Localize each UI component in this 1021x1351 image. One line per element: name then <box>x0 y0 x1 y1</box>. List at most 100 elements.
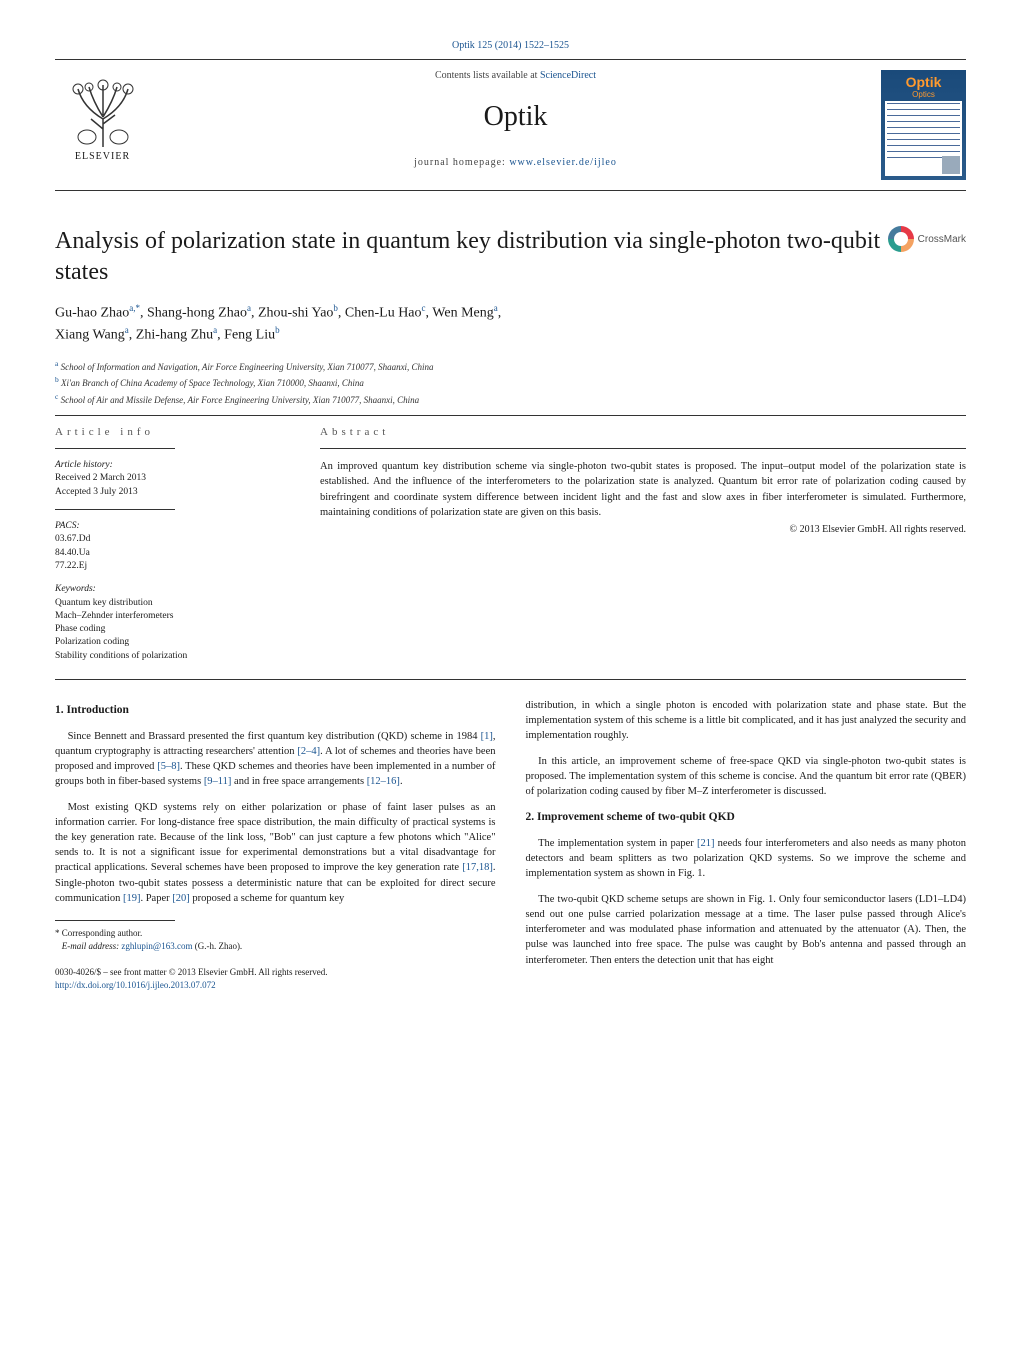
journal-cover: Optik Optics <box>881 70 966 180</box>
abstract-heading: abstract <box>320 426 966 438</box>
body-col-right: distribution, in which a single photon i… <box>526 698 967 991</box>
ref-link[interactable]: [2–4] <box>297 746 320 757</box>
cover-lines <box>887 103 960 163</box>
author-mark: a <box>213 325 217 335</box>
abstract-copyright: © 2013 Elsevier GmbH. All rights reserve… <box>320 524 966 535</box>
keyword: Quantum key distribution <box>55 597 280 610</box>
author: Wen Meng <box>432 306 493 321</box>
article-title: Analysis of polarization state in quantu… <box>55 226 888 288</box>
author-mark: b <box>333 303 338 313</box>
keyword: Mach–Zehnder interferometers <box>55 610 280 623</box>
keyword: Polarization coding <box>55 636 280 649</box>
section-title: 1. Introduction <box>55 702 496 719</box>
text: Since Bennett and Brassard presented the… <box>68 731 481 742</box>
crossmark-badge[interactable]: CrossMark <box>888 226 966 252</box>
homepage-link[interactable]: www.elsevier.de/ijleo <box>509 157 617 168</box>
corr-label: Corresponding author. <box>62 928 143 938</box>
tree-icon <box>63 79 143 149</box>
info-heading: article info <box>55 426 280 438</box>
masthead: ELSEVIER Contents lists available at Sci… <box>55 60 966 191</box>
author-mark: a,* <box>129 303 140 313</box>
ref-link[interactable]: [17,18] <box>462 862 493 873</box>
accepted-date: Accepted 3 July 2013 <box>55 486 280 499</box>
divider <box>55 415 966 416</box>
abstract-text: An improved quantum key distribution sch… <box>320 459 966 520</box>
author-mark: a <box>247 303 251 313</box>
pacs-label: PACS: <box>55 520 280 533</box>
divider <box>320 448 966 449</box>
abstract: abstract An improved quantum key distrib… <box>320 426 966 663</box>
crossmark-label: CrossMark <box>918 234 966 245</box>
homepage-prefix: journal homepage: <box>414 157 509 168</box>
ref-link[interactable]: [20] <box>172 893 190 904</box>
ref-link[interactable]: [21] <box>697 838 715 849</box>
aff-mark: b <box>55 375 59 384</box>
pacs-code: 77.22.Ej <box>55 560 280 573</box>
pacs-code: 03.67.Dd <box>55 533 280 546</box>
contents-prefix: Contents lists available at <box>435 70 540 81</box>
email-suffix: (G.-h. Zhao). <box>192 941 242 951</box>
author-mark: a <box>125 325 129 335</box>
text: The implementation system in paper <box>538 838 697 849</box>
cover-body <box>885 101 962 176</box>
author-mark: b <box>275 325 280 335</box>
body-col-left: 1. Introduction Since Bennett and Brassa… <box>55 698 496 991</box>
divider <box>55 920 175 921</box>
article-history: Article history: Received 2 March 2013 A… <box>55 459 280 499</box>
pacs-code: 84.40.Ua <box>55 547 280 560</box>
title-block: Analysis of polarization state in quantu… <box>55 226 888 302</box>
ref-link[interactable]: [9–11] <box>204 776 232 787</box>
aff-text: School of Information and Navigation, Ai… <box>61 362 434 372</box>
journal-name: Optik <box>170 101 861 133</box>
paragraph: Since Bennett and Brassard presented the… <box>55 729 496 790</box>
keyword: Phase coding <box>55 623 280 636</box>
ref-link[interactable]: [12–16] <box>367 776 400 787</box>
keywords-block: Keywords: Quantum key distribution Mach–… <box>55 583 280 663</box>
front-matter: 0030-4026/$ – see front matter © 2013 El… <box>55 966 496 979</box>
aff-mark: c <box>55 392 58 401</box>
corresponding-footnote: * Corresponding author. E-mail address: … <box>55 927 496 952</box>
publisher-name: ELSEVIER <box>75 151 130 162</box>
author: Chen-Lu Hao <box>345 306 422 321</box>
paragraph: The implementation system in paper [21] … <box>526 836 967 882</box>
body-columns: 1. Introduction Since Bennett and Brassa… <box>55 698 966 991</box>
crossmark-icon <box>888 226 914 252</box>
history-label: Article history: <box>55 459 280 472</box>
ref-link[interactable]: [5–8] <box>157 761 180 772</box>
pacs-block: PACS: 03.67.Dd 84.40.Ua 77.22.Ej <box>55 520 280 573</box>
received-date: Received 2 March 2013 <box>55 472 280 485</box>
affiliation: c School of Air and Missile Defense, Air… <box>55 391 966 408</box>
text: . Paper <box>140 893 172 904</box>
author-mark: a <box>494 303 498 313</box>
ref-link[interactable]: [1] <box>481 731 493 742</box>
text: Most existing QKD systems rely on either… <box>55 802 496 874</box>
text: . <box>400 776 403 787</box>
paragraph: In this article, an improvement scheme o… <box>526 754 967 800</box>
cover-thumbnail <box>942 156 960 174</box>
journal-homepage: journal homepage: www.elsevier.de/ijleo <box>170 157 861 168</box>
paragraph: Most existing QKD systems rely on either… <box>55 800 496 907</box>
aff-text: Xi'an Branch of China Academy of Space T… <box>61 378 364 388</box>
page: Optik 125 (2014) 1522–1525 ELSEVIER Cont… <box>0 0 1021 1032</box>
affiliation: a School of Information and Navigation, … <box>55 358 966 375</box>
aff-mark: a <box>55 359 58 368</box>
masthead-center: Contents lists available at ScienceDirec… <box>150 70 881 168</box>
author: Gu-hao Zhao <box>55 306 129 321</box>
title-row: Analysis of polarization state in quantu… <box>55 226 966 302</box>
cover-title: Optik <box>906 74 942 90</box>
info-abstract-row: article info Article history: Received 2… <box>55 426 966 663</box>
section-title: 2. Improvement scheme of two-qubit QKD <box>526 809 967 826</box>
author: Feng Liu <box>224 328 275 343</box>
affiliations: a School of Information and Navigation, … <box>55 358 966 408</box>
paragraph: distribution, in which a single photon i… <box>526 698 967 744</box>
divider <box>55 509 175 510</box>
header-citation[interactable]: Optik 125 (2014) 1522–1525 <box>55 40 966 51</box>
doi-link[interactable]: http://dx.doi.org/10.1016/j.ijleo.2013.0… <box>55 980 216 990</box>
text: proposed a scheme for quantum key <box>190 893 345 904</box>
email-link[interactable]: zghlupin@163.com <box>121 941 192 951</box>
ref-link[interactable]: [19] <box>123 893 141 904</box>
sciencedirect-link[interactable]: ScienceDirect <box>540 70 596 81</box>
divider <box>55 448 175 449</box>
keyword: Stability conditions of polarization <box>55 650 280 663</box>
contents-line: Contents lists available at ScienceDirec… <box>170 70 861 81</box>
